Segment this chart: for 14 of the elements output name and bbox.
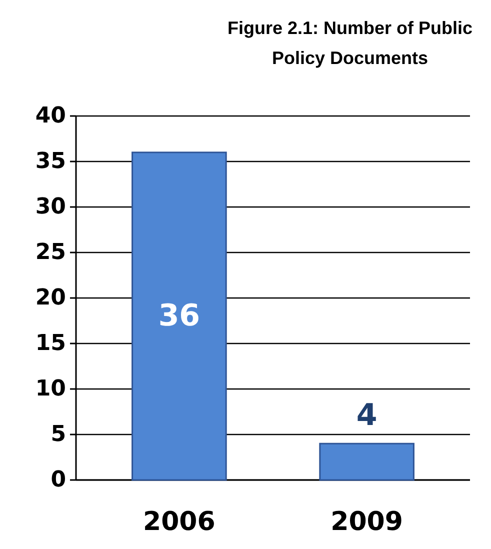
x-tick-label: 2006 (143, 507, 216, 537)
x-tick-label: 2009 (330, 507, 403, 537)
y-tick-label: 30 (35, 194, 66, 220)
y-tick-label: 5 (50, 422, 66, 447)
y-tick-label: 10 (35, 376, 66, 402)
data-label: 4 (356, 398, 378, 434)
y-tick-label: 35 (35, 149, 66, 174)
y-tick-label: 20 (35, 286, 66, 310)
chart-title: Figure 2.1: Number of Public Policy Documents (227, 18, 473, 68)
y-tick-label: 0 (50, 468, 66, 492)
data-label: 36 (158, 298, 200, 334)
y-tick-label: 25 (35, 240, 66, 265)
y-tick-label: 15 (35, 331, 66, 356)
y-tick-label: 40 (35, 104, 66, 128)
